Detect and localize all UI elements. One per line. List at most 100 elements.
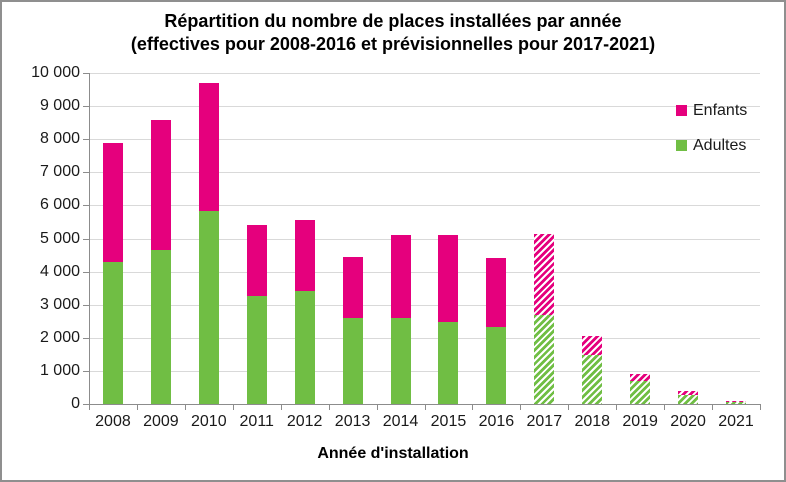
- y-axis-tick: [83, 205, 89, 207]
- x-axis-tick: [184, 405, 186, 410]
- bar-segment-enfants-2019: [630, 374, 651, 382]
- y-axis-tick: [83, 370, 89, 372]
- legend: Enfants Adultes: [676, 101, 747, 171]
- x-axis-tick: [89, 405, 90, 410]
- x-tick-label: 2020: [670, 413, 706, 430]
- y-tick-label: 7 000: [39, 163, 80, 181]
- bar-segment-enfants-2010: [198, 82, 219, 212]
- x-axis-tick: [568, 405, 570, 410]
- y-tick-label: 0: [71, 395, 80, 412]
- x-tick-label: 2013: [334, 413, 371, 430]
- gridline: [90, 337, 760, 339]
- x-axis-line: [89, 404, 761, 405]
- x-tick-label: 2021: [718, 413, 754, 430]
- bar-segment-adultes-2010: [198, 211, 219, 404]
- x-tick-label: 2011: [239, 413, 274, 430]
- x-axis-tick: [136, 405, 138, 410]
- y-axis-tick: [83, 404, 89, 405]
- y-tick-label: 3 000: [39, 295, 80, 313]
- x-tick-label: 2009: [143, 413, 179, 430]
- bar-segment-enfants-2011: [246, 224, 267, 297]
- bar-segment-enfants-2015: [438, 235, 459, 322]
- bar-segment-enfants-2018: [582, 336, 603, 355]
- x-axis-tick: [376, 405, 378, 410]
- bar-segment-adultes-2013: [342, 317, 363, 404]
- x-tick-label: 2019: [622, 413, 658, 430]
- bar-segment-enfants-2013: [342, 257, 363, 318]
- gridline: [90, 106, 760, 108]
- x-axis-tick: [424, 405, 426, 410]
- y-axis-line: [89, 73, 90, 405]
- bar-segment-adultes-2021: [726, 402, 747, 404]
- chart-title-line1: Répartition du nombre de places installé…: [164, 11, 622, 31]
- x-tick-label: 2014: [382, 413, 419, 430]
- y-axis-tick: [83, 106, 89, 108]
- legend-item-enfants: Enfants: [676, 101, 747, 120]
- bar-segment-adultes-2009: [150, 250, 171, 404]
- bar-segment-adultes-2012: [294, 290, 315, 404]
- bar-segment-enfants-2012: [294, 219, 315, 291]
- gridline: [90, 205, 760, 207]
- x-axis-tick: [232, 405, 234, 410]
- y-tick-label: 6 000: [39, 196, 80, 214]
- bar-segment-adultes-2008: [102, 261, 123, 404]
- gridline: [90, 73, 760, 74]
- bar-segment-adultes-2018: [582, 355, 603, 404]
- bar-segment-adultes-2016: [486, 326, 507, 404]
- bar-segment-enfants-2016: [486, 258, 507, 327]
- legend-item-adultes: Adultes: [676, 136, 747, 155]
- legend-label-adultes: Adultes: [693, 136, 747, 154]
- bar-segment-adultes-2020: [678, 395, 699, 404]
- bar-segment-adultes-2011: [246, 296, 267, 404]
- legend-swatch-adultes: [676, 140, 687, 151]
- x-tick-label: 2017: [526, 413, 563, 430]
- y-axis-tick: [83, 271, 89, 273]
- x-tick-label: 2008: [95, 413, 131, 430]
- bar-segment-adultes-2019: [630, 381, 651, 404]
- gridline: [90, 139, 760, 141]
- x-axis-tick: [280, 405, 282, 410]
- bar-segment-adultes-2015: [438, 321, 459, 404]
- y-tick-label: 9 000: [39, 97, 80, 115]
- x-tick-label: 2016: [478, 413, 515, 430]
- x-axis-title: Année d'installation: [317, 445, 469, 462]
- y-axis-tick: [83, 238, 89, 240]
- chart-title: Répartition du nombre de places installé…: [2, 10, 784, 56]
- x-axis-tick: [472, 405, 474, 410]
- y-tick-label: 5 000: [39, 229, 80, 247]
- legend-swatch-enfants: [676, 105, 687, 116]
- gridline: [90, 271, 760, 273]
- x-tick-label: 2015: [430, 413, 467, 430]
- y-tick-label: 1 000: [39, 361, 80, 379]
- gridline: [90, 304, 760, 306]
- x-axis-tick: [712, 405, 714, 410]
- y-axis-tick: [83, 139, 89, 141]
- x-axis-tick: [520, 405, 522, 410]
- y-tick-label: 8 000: [39, 130, 80, 148]
- x-axis-tick: [328, 405, 330, 410]
- bar-segment-enfants-2014: [390, 234, 411, 318]
- x-axis-tick: [616, 405, 618, 410]
- y-axis-tick: [83, 172, 89, 174]
- gridline: [90, 238, 760, 240]
- chart-title-line2: (effectives pour 2008-2016 et prévisionn…: [130, 34, 656, 54]
- y-tick-label: 2 000: [39, 328, 80, 346]
- bar-segment-enfants-2020: [678, 390, 699, 396]
- x-tick-label: 2010: [191, 413, 227, 430]
- gridline: [90, 172, 760, 174]
- x-tick-label: 2018: [574, 413, 611, 430]
- bar-segment-adultes-2014: [390, 317, 411, 404]
- bar-segment-enfants-2021: [726, 401, 747, 403]
- y-axis-tick: [83, 337, 89, 339]
- y-axis-tick: [83, 304, 89, 306]
- bar-segment-enfants-2009: [150, 120, 171, 251]
- x-tick-label: 2012: [286, 413, 323, 430]
- y-tick-label: 10 000: [31, 64, 80, 81]
- y-axis-tick: [83, 73, 89, 74]
- bar-segment-enfants-2008: [102, 142, 123, 262]
- legend-label-enfants: Enfants: [693, 101, 748, 119]
- y-tick-label: 4 000: [39, 262, 80, 280]
- x-axis-tick: [760, 405, 761, 410]
- x-axis-tick: [664, 405, 666, 410]
